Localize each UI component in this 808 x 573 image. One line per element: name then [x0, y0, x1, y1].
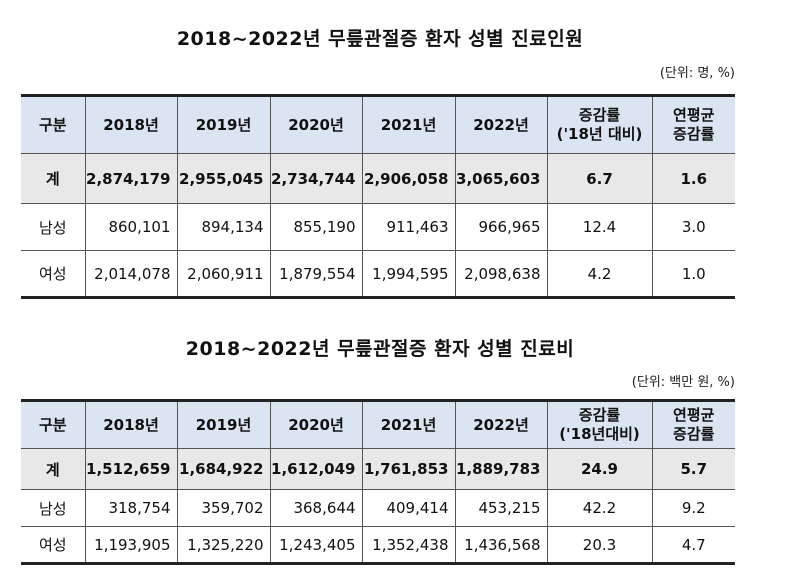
column-header: 증감률 ('18년대비) [546, 400, 653, 449]
cell-value: 2,060,911 [176, 250, 271, 298]
cell-value: 1,879,554 [269, 250, 363, 298]
cell-value: 911,463 [361, 203, 456, 251]
cell-value: 2,014,078 [84, 250, 178, 298]
cell-value: 2,955,045 [176, 153, 271, 204]
cell-value: 1,684,922 [176, 448, 271, 490]
column-header: 증감률 ('18년 대비) [546, 95, 653, 154]
cell-value: 359,702 [176, 489, 271, 527]
column-header: 2022년 [454, 95, 548, 154]
column-header: 구분 [21, 400, 86, 449]
cell-value: 894,134 [176, 203, 271, 251]
column-header: 2020년 [269, 95, 363, 154]
cell-avg-rate: 1.6 [651, 153, 735, 204]
column-header: 2018년 [84, 95, 178, 154]
cell-value: 2,874,179 [84, 153, 178, 204]
cell-value: 318,754 [84, 489, 178, 527]
cell-value: 1,243,405 [269, 526, 363, 564]
cell-value: 1,436,568 [454, 526, 548, 564]
column-header: 연평균 증감률 [651, 95, 735, 154]
cell-value: 966,965 [454, 203, 548, 251]
cell-value: 409,414 [361, 489, 456, 527]
cell-value: 1,994,595 [361, 250, 456, 298]
cell-avg-rate: 4.7 [651, 526, 735, 564]
column-header-line: 연평균 [673, 406, 715, 424]
cell-avg-rate: 5.7 [651, 448, 735, 490]
column-header-line: 증감률 [673, 425, 715, 443]
cell-value: 2,734,744 [269, 153, 363, 204]
cell-value: 1,889,783 [454, 448, 548, 490]
table-row: 여성 1,193,905 1,325,220 1,243,405 1,352,438 1,… [21, 526, 735, 564]
cell-value: 1,761,853 [361, 448, 456, 490]
column-header: 2020년 [269, 400, 363, 449]
row-label: 여성 [21, 250, 86, 298]
cell-value: 855,190 [269, 203, 363, 251]
cell-rate: 24.9 [546, 448, 653, 490]
table-row: 남성 860,101 894,134 855,190 911,463 966,965 12.… [21, 203, 735, 251]
cell-value: 2,098,638 [454, 250, 548, 298]
column-header: 2019년 [176, 95, 271, 154]
row-label: 여성 [21, 526, 86, 564]
cell-rate: 12.4 [546, 203, 653, 251]
column-header: 2022년 [454, 400, 548, 449]
column-header-line: ('18년 대비) [556, 125, 643, 143]
column-header-line: 증감률 [578, 106, 621, 124]
cell-value: 1,352,438 [361, 526, 456, 564]
cell-value: 1,512,659 [84, 448, 178, 490]
column-header-line: 증감률 [578, 406, 621, 424]
patients-table: 구분 2018년 2019년 2020년 2021년 2022년 증감률 ('18년 대비) 연… [21, 94, 735, 299]
cell-avg-rate: 3.0 [651, 203, 735, 251]
column-header-line: 연평균 [673, 106, 715, 124]
cost-table: 구분 2018년 2019년 2020년 2021년 2022년 증감률 ('18년대비) 연평… [21, 399, 735, 565]
cell-rate: 6.7 [546, 153, 653, 204]
cell-rate: 4.2 [546, 250, 653, 298]
row-label: 계 [21, 153, 86, 204]
column-header: 2019년 [176, 400, 271, 449]
cell-value: 453,215 [454, 489, 548, 527]
table-row: 여성 2,014,078 2,060,911 1,879,554 1,994,595 2,… [21, 250, 735, 298]
row-label: 남성 [21, 489, 86, 527]
cell-value: 2,906,058 [361, 153, 456, 204]
row-label: 계 [21, 448, 86, 490]
table-row: 남성 318,754 359,702 368,644 409,414 453,215 42.… [21, 489, 735, 527]
header-row: 구분 2018년 2019년 2020년 2021년 2022년 증감률 ('18년대비) 연평… [21, 400, 735, 449]
cell-value: 1,325,220 [176, 526, 271, 564]
column-header: 2021년 [361, 400, 456, 449]
cell-value: 1,612,049 [269, 448, 363, 490]
row-label: 남성 [21, 203, 86, 251]
cell-avg-rate: 9.2 [651, 489, 735, 527]
column-header-line: 증감률 [673, 125, 715, 143]
table1-unit: (단위: 명, %) [659, 66, 735, 81]
table-row: 계 2,874,179 2,955,045 2,734,744 2,906,058 3,0… [21, 153, 735, 204]
table1-title: 2018~2022년 무릎관절증 환자 성별 진료인원 [176, 28, 584, 50]
cell-rate: 20.3 [546, 526, 653, 564]
cell-value: 3,065,603 [454, 153, 548, 204]
cell-rate: 42.2 [546, 489, 653, 527]
column-header: 2021년 [361, 95, 456, 154]
column-header-line: ('18년대비) [559, 425, 640, 443]
column-header: 구분 [21, 95, 86, 154]
table2-title: 2018~2022년 무릎관절증 환자 성별 진료비 [185, 338, 575, 360]
table-row: 계 1,512,659 1,684,922 1,612,049 1,761,853 1,8… [21, 448, 735, 490]
cell-value: 860,101 [84, 203, 178, 251]
column-header: 연평균 증감률 [651, 400, 735, 449]
column-header: 2018년 [84, 400, 178, 449]
cell-avg-rate: 1.0 [651, 250, 735, 298]
header-row: 구분 2018년 2019년 2020년 2021년 2022년 증감률 ('18년 대비) 연… [21, 95, 735, 154]
cell-value: 368,644 [269, 489, 363, 527]
cell-value: 1,193,905 [84, 526, 178, 564]
table2-unit: (단위: 백만 원, %) [631, 375, 735, 390]
